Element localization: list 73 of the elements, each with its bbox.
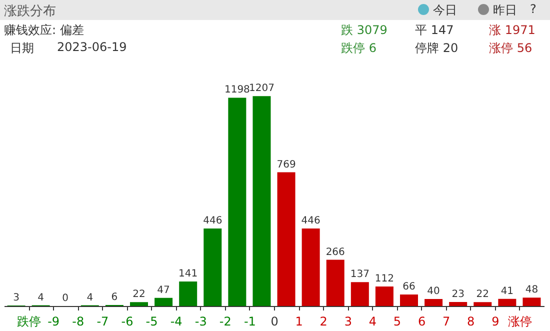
x-tick-label: 涨停 [508, 314, 532, 328]
x-tick-label: 0 [270, 314, 278, 328]
data-label: 446 [203, 215, 222, 226]
bar [522, 298, 541, 306]
data-label: 112 [374, 274, 394, 285]
x-tick-label: -1 [244, 314, 256, 328]
bar [252, 96, 271, 306]
data-label: 446 [301, 215, 320, 226]
text: 赚钱效应: 偏差 [4, 22, 84, 39]
data-label: 141 [178, 268, 198, 280]
x-tick-label: -3 [194, 314, 207, 328]
data-label: 266 [326, 246, 345, 258]
data-label: 23 [452, 289, 464, 300]
text: ? [530, 2, 536, 16]
bar [498, 298, 516, 306]
bar [375, 286, 394, 306]
text: 涨停 56 [489, 40, 532, 57]
x-tick-label: 1 [295, 314, 303, 328]
bar [130, 302, 148, 306]
data-label: 6 [111, 292, 118, 303]
data-label: 48 [525, 284, 538, 296]
bar [449, 302, 468, 306]
data-label: 1207 [249, 83, 274, 94]
bar [228, 98, 246, 306]
data-label: 769 [276, 159, 296, 170]
bar [302, 228, 320, 306]
x-tick-label: 2 [320, 314, 328, 328]
bar [350, 282, 369, 306]
x-tick-label: -7 [96, 314, 109, 328]
text: 昨日 [493, 3, 517, 17]
data-label: 3 [13, 292, 20, 304]
bar [424, 299, 443, 306]
text: 2023-06-19 [57, 40, 127, 54]
x-tick-label: -2 [219, 314, 232, 328]
bar [179, 281, 198, 306]
bar [326, 260, 344, 306]
text: 涨 1971 [489, 22, 536, 39]
x-tick-label: -4 [170, 314, 182, 328]
text: 停牌 20 [415, 40, 458, 57]
x-tick-label: 4 [368, 314, 376, 328]
bar [277, 172, 296, 306]
chart-title: 涨跌分布 [4, 3, 56, 20]
data-label: 40 [427, 286, 440, 298]
bar [474, 302, 492, 306]
text: 今日 [433, 3, 457, 17]
data-label: 41 [500, 286, 514, 297]
bar [400, 294, 418, 306]
bar [154, 298, 173, 306]
text: 跌 3079 [341, 22, 388, 39]
text: 跌停 6 [341, 40, 376, 57]
text: 平 147 [415, 22, 454, 39]
data-label: 4 [38, 292, 44, 304]
x-tick-label: -6 [121, 314, 134, 328]
data-label: 47 [157, 284, 170, 296]
data-label: 0 [62, 293, 69, 304]
data-label: 22 [132, 289, 146, 300]
x-tick-label: 6 [418, 314, 426, 328]
x-tick-label: 3 [344, 314, 352, 328]
x-tick-label: 7 [442, 314, 450, 328]
x-tick-label: -9 [48, 314, 60, 328]
data-label: 66 [402, 282, 416, 293]
text: 日期 [10, 40, 34, 57]
bar [204, 228, 222, 306]
x-tick-label: 9 [492, 314, 500, 328]
x-tick-label: 5 [393, 314, 402, 328]
x-tick-label: -8 [72, 314, 84, 328]
x-tick-label: 跌停 [17, 314, 42, 328]
data-label: 22 [476, 289, 490, 300]
x-tick-label: 8 [467, 314, 475, 328]
data-label: 1198 [224, 84, 250, 96]
data-label: 137 [350, 269, 370, 280]
data-label: 4 [86, 292, 94, 304]
x-tick-label: -5 [146, 314, 158, 328]
